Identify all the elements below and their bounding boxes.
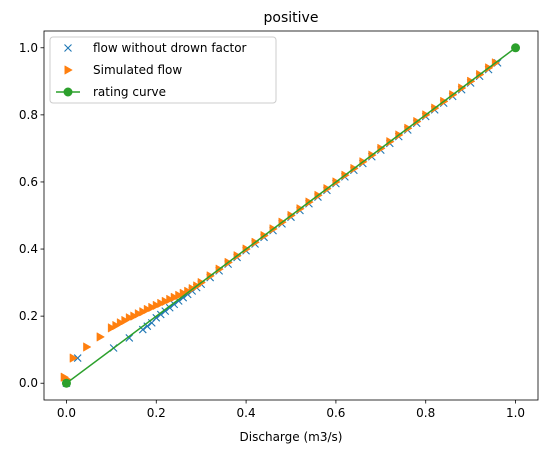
data-point [125,334,134,342]
x-tick-label: 1.0 [506,406,525,420]
data-point [170,292,180,303]
data-layer [60,43,521,388]
x-axis-ticks: 0.0 0.2 0.4 0.6 0.8 1.0 [57,400,525,420]
legend-item: Simulated flow [64,63,182,77]
x-tick-label: 0.6 [326,406,345,420]
plot-area [43,30,539,401]
data-point [112,320,121,331]
data-point [96,332,105,342]
legend: flow without drown factor Simulated flow r… [49,36,277,104]
data-point [121,315,130,326]
data-point [143,304,153,315]
data-point [161,296,171,307]
data-point [157,298,166,309]
x-tick-label: 0.0 [57,406,76,420]
data-point [134,309,144,319]
series-line [66,47,516,384]
data-point [166,294,175,305]
legend-label: flow without drown factor [93,41,247,55]
legend-label: Simulated flow [93,63,182,77]
data-point [69,353,78,363]
legend-label: rating curve [93,85,166,99]
series-2 [61,43,521,388]
data-point [161,307,170,315]
x-axis-label: Discharge (m3/s) [240,430,343,444]
data-point [116,318,126,328]
x-tick-label: 0.2 [147,406,166,420]
data-point [64,65,73,75]
data-point [125,313,135,323]
x-tick-label: 0.4 [237,406,256,420]
data-point [148,302,157,313]
data-point [165,303,174,312]
y-tick-label: 0.4 [19,242,38,256]
y-tick-label: 0.6 [19,175,38,189]
data-point [152,313,161,322]
data-point [170,300,179,309]
data-point [156,310,165,319]
plot-frame [43,30,539,401]
data-point [130,311,139,321]
y-tick-label: 0.8 [19,108,38,122]
y-axis-ticks: 0.0 0.2 0.4 0.6 0.8 1.0 [19,41,44,390]
data-point [175,290,184,301]
data-point [107,323,117,333]
data-point [152,300,162,311]
legend-box [49,36,277,104]
data-point [139,307,148,317]
data-point [511,43,521,53]
data-point [63,87,73,97]
data-point [61,378,71,388]
y-tick-label: 1.0 [19,41,38,55]
chart-title: positive [264,10,319,26]
y-tick-label: 0.2 [19,309,38,323]
data-point [83,342,92,352]
data-point [64,44,72,52]
legend-item: flow without drown factor [64,41,247,55]
series-1 [60,58,501,384]
legend-item: rating curve [56,85,166,99]
y-tick-label: 0.0 [19,376,38,390]
x-tick-label: 0.8 [416,406,435,420]
